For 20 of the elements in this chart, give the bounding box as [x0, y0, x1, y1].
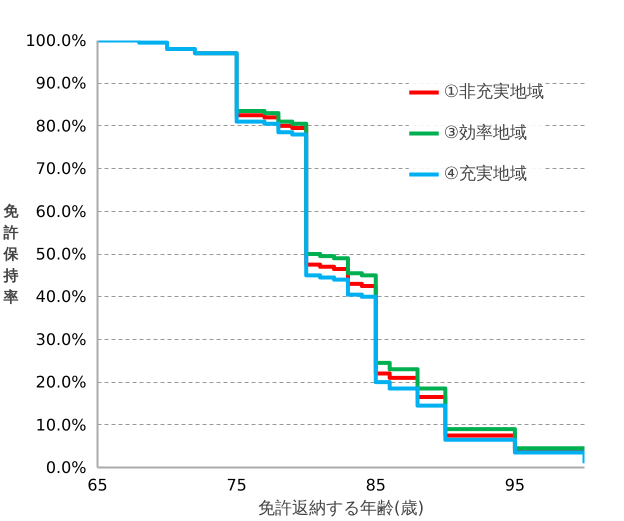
y-tick-label: 10.0% — [36, 415, 86, 434]
y-axis-title: 免許保持率 — [2, 202, 20, 306]
y-tick-label: 50.0% — [36, 244, 86, 264]
y-tick-label: 100.0% — [25, 31, 87, 50]
x-tick-label: 65 — [87, 476, 108, 494]
y-tick-label: 30.0% — [36, 330, 86, 349]
y-tick-label: 70.0% — [36, 159, 86, 178]
legend-label: ④充実地域 — [444, 163, 527, 185]
y-tick-label: 90.0% — [36, 74, 86, 93]
x-tick-label: 75 — [226, 476, 247, 494]
y-tick-label: 60.0% — [36, 202, 86, 221]
y-tick-label: 80.0% — [36, 116, 86, 136]
x-axis-title: 免許返納する年齢(歳) — [258, 498, 424, 518]
y-tick-label: 0.0% — [46, 458, 87, 477]
legend-label: ③効率地域 — [444, 122, 527, 144]
y-tick-label: 20.0% — [36, 372, 86, 392]
legend-label: ①非充実地域 — [444, 81, 544, 103]
x-tick-label: 95 — [504, 476, 526, 494]
y-tick-label: 40.0% — [36, 287, 86, 306]
x-tick-label: 85 — [366, 476, 386, 494]
